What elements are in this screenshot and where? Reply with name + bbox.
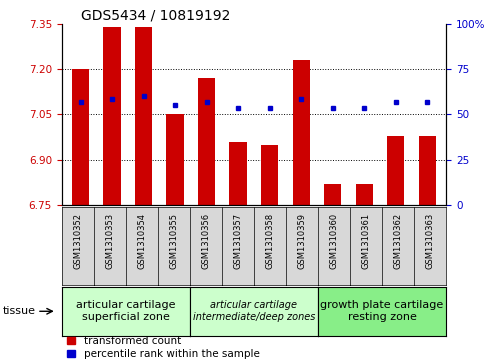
Text: GSM1310362: GSM1310362 <box>393 213 403 269</box>
Text: GSM1310358: GSM1310358 <box>265 213 275 269</box>
Text: tissue: tissue <box>3 306 36 316</box>
Text: GSM1310360: GSM1310360 <box>329 213 339 269</box>
Text: GSM1310355: GSM1310355 <box>169 213 178 269</box>
Bar <box>355 184 373 205</box>
Bar <box>104 26 121 205</box>
Bar <box>198 78 215 205</box>
Text: GDS5434 / 10819192: GDS5434 / 10819192 <box>81 8 230 23</box>
Text: GSM1310359: GSM1310359 <box>297 213 307 269</box>
Text: GSM1310352: GSM1310352 <box>73 213 82 269</box>
Text: GSM1310354: GSM1310354 <box>137 213 146 269</box>
Bar <box>229 142 247 205</box>
Text: GSM1310353: GSM1310353 <box>105 213 114 269</box>
Text: articular cartilage
intermediate/deep zones: articular cartilage intermediate/deep zo… <box>193 301 315 322</box>
Bar <box>167 114 184 205</box>
Text: GSM1310356: GSM1310356 <box>201 213 211 269</box>
Bar <box>292 60 310 205</box>
Bar <box>135 26 152 205</box>
Bar <box>261 144 279 205</box>
Text: GSM1310361: GSM1310361 <box>361 213 371 269</box>
Text: GSM1310363: GSM1310363 <box>425 213 435 269</box>
Legend: transformed count, percentile rank within the sample: transformed count, percentile rank withi… <box>67 336 259 359</box>
Text: growth plate cartilage
resting zone: growth plate cartilage resting zone <box>320 301 444 322</box>
Bar <box>324 184 341 205</box>
Bar <box>419 135 436 205</box>
Bar <box>72 69 89 205</box>
Text: articular cartilage
superficial zone: articular cartilage superficial zone <box>76 301 176 322</box>
Text: GSM1310357: GSM1310357 <box>233 213 243 269</box>
Bar <box>387 135 404 205</box>
